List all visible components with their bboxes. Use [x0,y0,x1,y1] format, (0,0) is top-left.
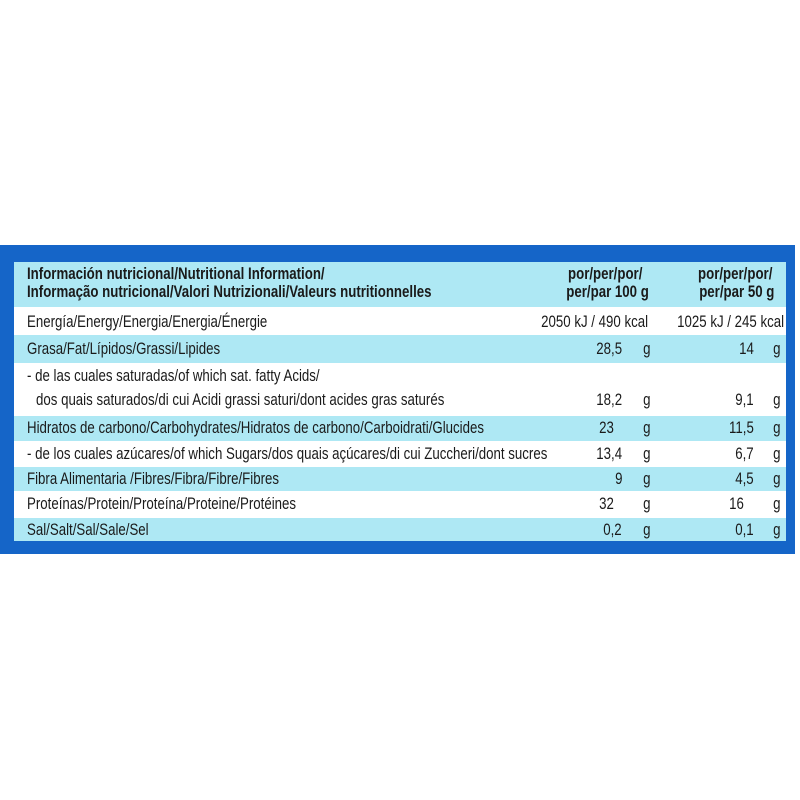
unit-100g: g [642,520,650,539]
value-per-100g: 28,5 [596,339,622,358]
value-per-100g: 18,2 [596,390,622,409]
row-label: - de los cuales azúcares/of which Sugars… [27,444,548,463]
unit-50g: g [772,469,780,488]
value-per-100g: 9 [614,469,622,488]
value-per-100g: 32 [599,494,614,513]
row-label: - de las cuales saturadas/of which sat. … [27,366,320,385]
value-per-50g: 16 [729,494,744,513]
title-line-1: Información nutricional/Nutritional Info… [27,264,325,283]
row-salt: Sal/Salt/Sal/Sale/Sel 0,2 g 0,1 g [14,518,786,541]
col1-header-line-1: por/per/por/ [567,264,642,283]
unit-50g: g [772,390,780,409]
unit-100g: g [642,418,650,437]
unit-50g: g [772,494,780,513]
row-label: Hidratos de carbono/Carbohydrates/Hidrat… [27,418,484,437]
col1-header-line-2: per/par 100 g [566,282,649,301]
row-label: Sal/Salt/Sal/Sale/Sel [27,520,149,539]
nutrition-table [14,262,786,541]
value-per-50g: 9,1 [735,390,754,409]
row-fat: Grasa/Fat/Lípidos/Grassi/Lipides 28,5 g … [14,335,786,363]
row-label: Fibra Alimentaria /Fibres/Fibra/Fibre/Fi… [27,469,280,488]
value-per-50g: 11,5 [729,418,754,437]
unit-50g: g [772,339,780,358]
row-saturated-fat: - de las cuales saturadas/of which sat. … [14,363,786,416]
col2-header-line-1: por/per/por/ [697,264,772,283]
unit-100g: g [642,444,650,463]
value-per-50g: 0,1 [735,520,754,539]
value-per-50g: 4,5 [735,469,754,488]
unit-50g: g [772,444,780,463]
row-protein: Proteínas/Protein/Proteína/Proteine/Prot… [14,491,786,518]
unit-100g: g [642,469,650,488]
row-carbohydrates: Hidratos de carbono/Carbohydrates/Hidrat… [14,416,786,441]
value-per-50g: 14 [739,339,754,358]
row-sugars: - de los cuales azúcares/of which Sugars… [14,441,786,467]
value-per-100g: 13,4 [596,444,622,463]
row-label: Proteínas/Protein/Proteína/Proteine/Prot… [27,494,297,513]
row-fibre: Fibra Alimentaria /Fibres/Fibra/Fibre/Fi… [14,467,786,491]
title-line-2: Informação nutricional/Valori Nutriziona… [27,282,432,301]
unit-50g: g [772,520,780,539]
unit-50g: g [772,418,780,437]
value-per-100g: 2050 kJ / 490 kcal [541,312,648,331]
value-per-100g: 0,2 [603,520,622,539]
value-per-100g: 23 [599,418,614,437]
value-per-50g: 1025 kJ / 245 kcal [677,312,784,331]
unit-100g: g [642,390,650,409]
col2-header-line-2: per/par 50 g [698,282,774,301]
row-label-line-2: dos quais saturados/di cui Acidi grassi … [36,390,445,409]
unit-100g: g [642,494,650,513]
unit-100g: g [642,339,650,358]
row-label: Grasa/Fat/Lípidos/Grassi/Lipides [27,339,221,358]
row-label: Energía/Energy/Energia/Energia/Énergie [27,312,268,331]
value-per-50g: 6,7 [735,444,754,463]
row-energy: Energía/Energy/Energia/Energia/Énergie 2… [14,308,786,335]
table-header: Información nutricional/Nutritional Info… [14,262,786,307]
